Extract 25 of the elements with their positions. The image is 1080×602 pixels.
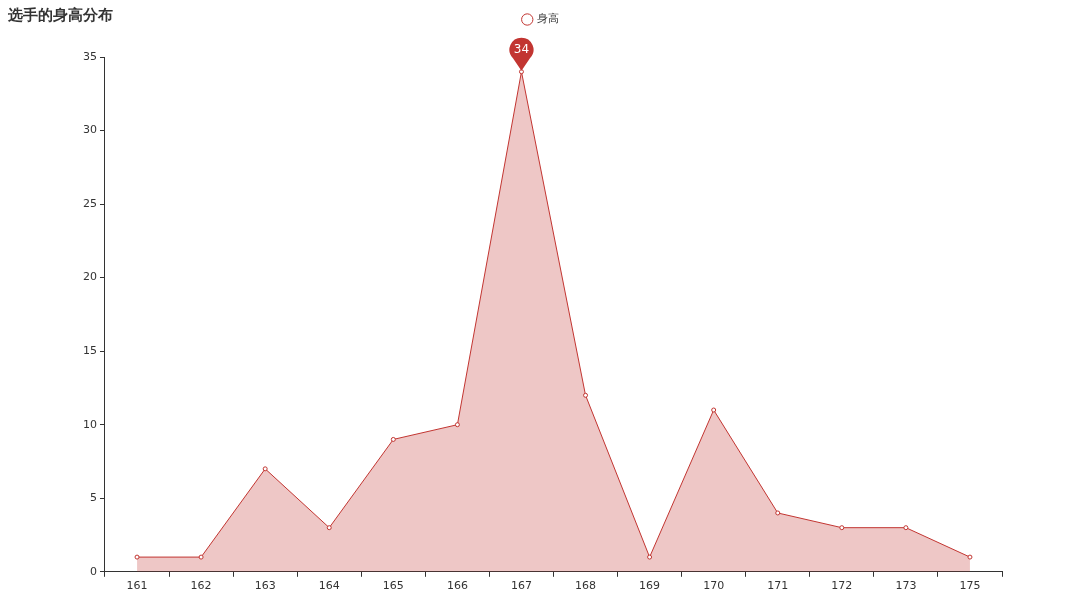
- x-tick-label: 175: [959, 579, 981, 593]
- chart-title: 选手的身高分布: [8, 6, 113, 25]
- legend-label: 身高: [536, 12, 559, 26]
- y-tick-label: 15: [83, 344, 97, 358]
- x-tick-label: 173: [895, 579, 917, 593]
- y-tick-label: 30: [83, 123, 97, 137]
- x-tick-label: 167: [510, 579, 532, 593]
- y-tick-label: 10: [83, 417, 97, 431]
- annotation: 34: [513, 41, 530, 56]
- x-tick-label: 164: [318, 579, 340, 593]
- x-tick-label: 171: [767, 579, 789, 593]
- x-tick-label: 162: [190, 579, 212, 593]
- x-tick-label: 168: [575, 579, 597, 593]
- x-tick-label: 166: [446, 579, 468, 593]
- x-tick-label: 165: [382, 579, 404, 593]
- y-tick-label: 0: [90, 564, 97, 578]
- x-tick-label: 170: [703, 579, 725, 593]
- y-tick-label: 5: [90, 491, 97, 505]
- x-tick-label: 161: [126, 579, 148, 593]
- y-tick-label: 20: [83, 270, 97, 284]
- y-tick-label: 25: [83, 196, 97, 210]
- x-tick-label: 169: [639, 579, 661, 593]
- x-tick-label: 163: [254, 579, 276, 593]
- y-tick-label: 35: [83, 49, 97, 63]
- x-tick-label: 172: [831, 579, 853, 593]
